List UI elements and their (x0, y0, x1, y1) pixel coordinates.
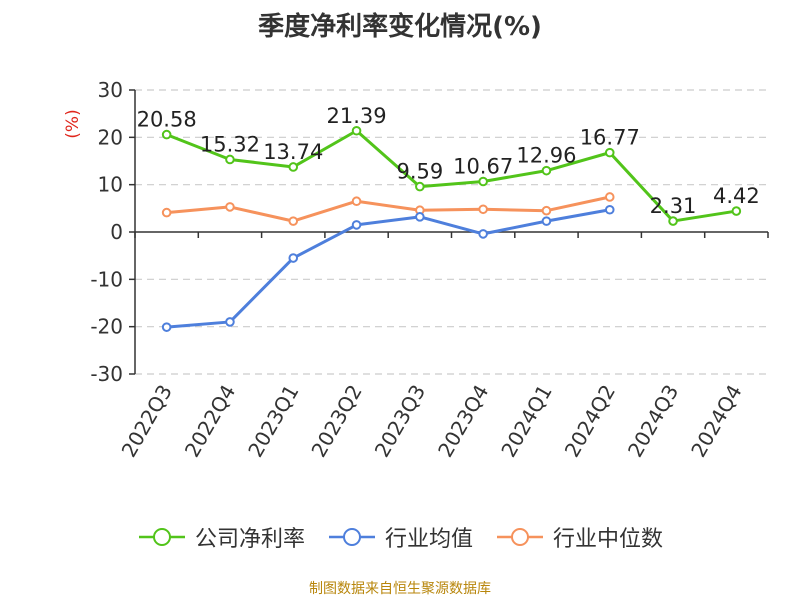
x-tick-label: 2022Q3 (117, 381, 177, 462)
y-tick-label: -20 (90, 315, 123, 339)
legend-line-marker-icon (138, 528, 185, 546)
x-tick-label: 2023Q4 (433, 381, 493, 462)
data-label: 10.67 (453, 154, 513, 178)
x-tick-label: 2023Q3 (370, 381, 430, 462)
legend-label: 行业均值 (384, 527, 473, 552)
data-point (541, 165, 552, 176)
series-line (166, 208, 611, 329)
chart-legend: 公司净利率 行业均值 行业中位数 (0, 520, 800, 554)
data-label: 13.74 (263, 140, 323, 164)
data-label: 2.31 (650, 194, 697, 218)
y-tick-label: 20 (98, 125, 123, 149)
data-point (288, 162, 299, 172)
legend-label: 公司净利率 (194, 527, 305, 552)
y-tick-label: 30 (98, 78, 123, 102)
data-point (225, 202, 235, 212)
data-label: 20.58 (137, 108, 197, 132)
data-point (351, 196, 362, 207)
data-point (351, 125, 362, 136)
data-point (478, 204, 488, 215)
data-label: 12.96 (516, 144, 576, 168)
x-tick-label: 2024Q2 (560, 381, 620, 462)
data-point (225, 154, 235, 165)
x-tick-label: 2024Q3 (623, 381, 683, 462)
data-point (161, 129, 172, 140)
data-point (161, 322, 172, 332)
y-tick-label: 10 (98, 173, 123, 197)
y-tick-label: 0 (110, 220, 123, 244)
data-point (288, 216, 299, 226)
data-point (225, 317, 235, 327)
data-point (288, 253, 299, 263)
series-line (166, 195, 611, 223)
series-line (166, 129, 737, 223)
data-point (351, 220, 362, 230)
x-tick-label: 2023Q1 (243, 381, 303, 462)
chart-title: 季度净利率变化情况(%) (258, 12, 542, 42)
data-point (478, 229, 488, 239)
x-tick-label: 2022Q4 (180, 381, 240, 462)
data-point (604, 204, 615, 215)
y-tick-label: -10 (90, 267, 123, 291)
data-point (668, 216, 678, 226)
legend-item[interactable]: 公司净利率 (137, 521, 305, 553)
data-label: 15.32 (200, 132, 260, 156)
legend-line-marker-icon (328, 528, 375, 546)
legend-item[interactable]: 行业中位数 (495, 521, 663, 553)
data-label: 21.39 (326, 104, 386, 128)
legend-item[interactable]: 行业均值 (327, 521, 473, 553)
data-point (415, 212, 425, 222)
x-tick-label: 2024Q4 (686, 381, 746, 462)
legend-line-marker-icon (497, 528, 543, 546)
data-label: 4.42 (713, 184, 760, 208)
data-label: 9.59 (396, 160, 443, 184)
data-point (541, 216, 552, 226)
data-point (604, 192, 615, 202)
y-axis-label: (%) (63, 109, 83, 138)
data-point (478, 176, 488, 187)
data-point (604, 147, 615, 158)
data-point (731, 206, 742, 216)
data-point (541, 205, 552, 216)
data-point (415, 181, 425, 192)
x-tick-label: 2024Q1 (496, 381, 556, 462)
data-source-note: 制图数据来自恒生聚源数据库 (309, 581, 491, 597)
y-tick-label: -30 (90, 362, 123, 386)
data-label: 16.77 (580, 126, 640, 150)
x-tick-label: 2023Q2 (306, 381, 366, 462)
data-point (161, 207, 172, 218)
legend-label: 行业中位数 (553, 527, 664, 552)
